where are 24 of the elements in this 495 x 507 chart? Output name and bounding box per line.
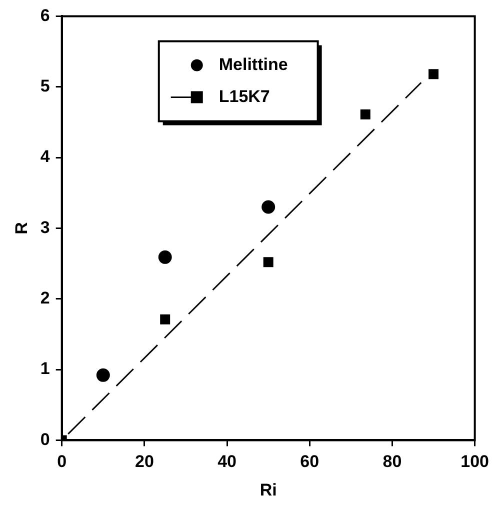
y-axis-title: R — [12, 222, 31, 234]
x-axis-title: Ri — [260, 480, 277, 500]
x-tick-label: 0 — [57, 452, 67, 472]
y-tick-label: 5 — [40, 76, 50, 96]
x-tick-label: 80 — [382, 452, 402, 472]
point — [160, 314, 170, 324]
legend-label: Melittine — [218, 54, 288, 74]
y-tick-label: 3 — [40, 218, 50, 237]
y-tick-label: 6 — [40, 6, 50, 25]
x-tick-label: 100 — [460, 452, 490, 472]
point — [158, 250, 172, 264]
point — [428, 69, 439, 80]
y-tick-label: 0 — [40, 430, 50, 449]
x-tick-label: 20 — [134, 452, 154, 472]
y-tick-label: 1 — [40, 359, 50, 378]
point — [96, 368, 110, 382]
point — [262, 200, 276, 214]
x-tick-label: 40 — [218, 452, 236, 472]
y-tick-label: 2 — [40, 288, 50, 308]
point — [263, 257, 274, 268]
legend-label: L15K7 — [218, 86, 270, 106]
y-tick-label: 4 — [40, 147, 50, 166]
x-tick-label: 60 — [300, 452, 320, 472]
point — [360, 109, 370, 120]
